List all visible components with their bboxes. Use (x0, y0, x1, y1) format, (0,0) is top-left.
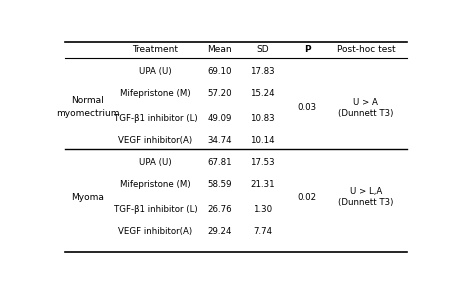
Text: 67.81: 67.81 (207, 158, 231, 167)
Text: 69.10: 69.10 (207, 67, 231, 76)
Text: Treatment: Treatment (132, 45, 178, 54)
Text: UPA (U): UPA (U) (139, 158, 172, 167)
Text: Mifepristone (M): Mifepristone (M) (120, 180, 190, 189)
Text: U > L,A: U > L,A (349, 187, 381, 196)
Text: 10.83: 10.83 (250, 114, 274, 123)
Text: 21.31: 21.31 (250, 180, 274, 189)
Text: 17.53: 17.53 (250, 158, 274, 167)
Text: 0.03: 0.03 (297, 103, 316, 112)
Text: Mifepristone (M): Mifepristone (M) (120, 89, 190, 98)
Text: VEGF inhibitor(A): VEGF inhibitor(A) (118, 136, 192, 145)
Text: P: P (303, 45, 310, 54)
Text: 1.30: 1.30 (252, 205, 271, 214)
Text: (Dunnett T3): (Dunnett T3) (337, 198, 393, 207)
Text: Post-hoc test: Post-hoc test (336, 45, 394, 54)
Text: U > A: U > A (353, 98, 377, 107)
Text: 17.83: 17.83 (250, 67, 274, 76)
Text: Normal: Normal (71, 96, 104, 105)
Text: 34.74: 34.74 (207, 136, 231, 145)
Text: 0.02: 0.02 (297, 193, 316, 202)
Text: 10.14: 10.14 (250, 136, 274, 145)
Text: myomectrium: myomectrium (56, 109, 119, 118)
Text: 49.09: 49.09 (207, 114, 231, 123)
Text: (Dunnett T3): (Dunnett T3) (337, 109, 393, 118)
Text: 7.74: 7.74 (252, 227, 271, 236)
Text: 26.76: 26.76 (207, 205, 231, 214)
Text: TGF-β1 inhibitor (L): TGF-β1 inhibitor (L) (113, 114, 197, 123)
Text: Myoma: Myoma (71, 193, 104, 202)
Text: 29.24: 29.24 (207, 227, 231, 236)
Text: TGF-β1 inhibitor (L): TGF-β1 inhibitor (L) (113, 205, 197, 214)
Text: 58.59: 58.59 (207, 180, 231, 189)
Text: SD: SD (256, 45, 268, 54)
Text: VEGF inhibitor(A): VEGF inhibitor(A) (118, 227, 192, 236)
Text: UPA (U): UPA (U) (139, 67, 172, 76)
Text: 15.24: 15.24 (250, 89, 274, 98)
Text: 57.20: 57.20 (207, 89, 231, 98)
Text: Mean: Mean (207, 45, 231, 54)
